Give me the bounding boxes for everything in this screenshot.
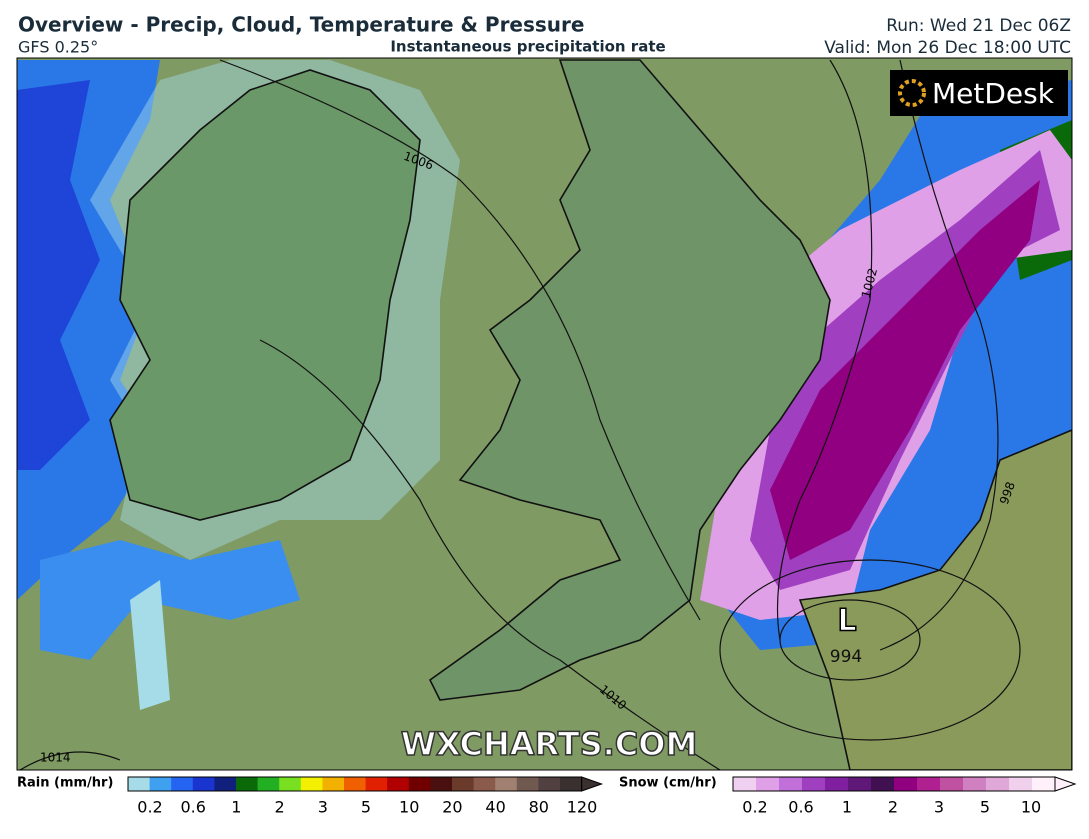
isobar <box>776 59 873 641</box>
swatch <box>986 777 1010 791</box>
tick-label: 0.2 <box>137 798 162 817</box>
logo-text: MetDesk <box>932 77 1055 110</box>
swatch <box>894 777 918 791</box>
swatch <box>560 777 583 791</box>
valid-time: Valid: Mon 26 Dec 18:00 UTC <box>824 38 1071 58</box>
subtitle: Instantaneous precipitation rate <box>390 38 665 56</box>
tick-label: 10 <box>1021 798 1041 817</box>
swatch <box>257 777 280 791</box>
tick-label: 20 <box>442 798 462 817</box>
swatch <box>1009 777 1033 791</box>
bar-arrow <box>581 776 604 792</box>
low-pressure: 994 <box>830 647 862 667</box>
run-time: Run: Wed 21 Dec 06Z <box>886 16 1071 36</box>
swatch <box>279 777 302 791</box>
tick-label: 1 <box>842 798 852 817</box>
rain-legend-label: Rain (mm/hr) <box>17 776 113 791</box>
swatch <box>516 777 539 791</box>
rain-area <box>40 540 300 660</box>
swatch <box>779 777 803 791</box>
swatch <box>917 777 941 791</box>
swatch <box>149 777 172 791</box>
isobar <box>879 59 999 651</box>
swatch <box>802 777 826 791</box>
swatch <box>128 777 151 791</box>
tick-label: 10 <box>399 798 419 817</box>
swatch <box>300 777 323 791</box>
watermark: WXCHARTS.COM <box>401 725 698 763</box>
isobar <box>219 59 701 621</box>
map: 1006 1002 998 1010 1014 L 994 WXCHARTS.C… <box>16 57 1073 771</box>
tick-label: 0.6 <box>788 798 813 817</box>
isobar-label: 1014 <box>40 751 71 765</box>
great-britain <box>428 59 831 701</box>
tick-label: 40 <box>485 798 505 817</box>
rain-area <box>130 580 170 710</box>
snow-legend-label: Snow (cm/hr) <box>619 776 717 791</box>
title: Overview - Precip, Cloud, Temperature & … <box>18 13 584 37</box>
swatch <box>387 777 410 791</box>
tick-label: 120 <box>567 798 598 817</box>
swatch <box>871 777 895 791</box>
tick-label: 0.6 <box>180 798 205 817</box>
map-frame <box>16 57 1073 771</box>
isobar <box>19 751 121 770</box>
swatch <box>452 777 475 791</box>
legend: Rain (mm/hr) Snow (cm/hr) 0.2 0.6 1 2 3 5 10 20… <box>17 776 1077 817</box>
swatch <box>756 777 780 791</box>
bar-frame <box>127 776 583 792</box>
model: GFS 0.25° <box>18 38 98 57</box>
rain-area <box>17 80 100 470</box>
tick-label: 2 <box>888 798 898 817</box>
swatch <box>848 777 872 791</box>
swatch <box>495 777 518 791</box>
swatch <box>171 777 194 791</box>
swatch <box>322 777 345 791</box>
isobar <box>719 559 1021 741</box>
swatch <box>214 777 237 791</box>
tick-label: 3 <box>318 798 328 817</box>
swatch <box>365 777 388 791</box>
tick-label: 0.2 <box>742 798 767 817</box>
tick-label: 5 <box>980 798 990 817</box>
continent <box>798 429 1072 770</box>
logo-box <box>890 70 1068 116</box>
bar-arrow <box>1054 776 1077 792</box>
swatch <box>1032 777 1056 791</box>
swatch <box>192 777 215 791</box>
ireland <box>109 69 421 521</box>
swatch <box>430 777 453 791</box>
swatch <box>236 777 259 791</box>
swatch <box>538 777 561 791</box>
tick-label: 3 <box>934 798 944 817</box>
swatch <box>733 777 757 791</box>
swatch <box>344 777 367 791</box>
low-symbol: L <box>837 604 856 639</box>
snow-area <box>770 180 1040 560</box>
bar-frame <box>732 776 1056 792</box>
swatch <box>825 777 849 791</box>
swatch <box>963 777 987 791</box>
isobar <box>259 339 721 770</box>
tick-label: 5 <box>361 798 371 817</box>
tick-label: 2 <box>275 798 285 817</box>
swatch <box>408 777 431 791</box>
tick-label: 1 <box>231 798 241 817</box>
isobar <box>779 599 921 681</box>
logo-icon <box>898 79 926 107</box>
tick-label: 80 <box>529 798 549 817</box>
swatch <box>473 777 496 791</box>
swatch <box>940 777 964 791</box>
